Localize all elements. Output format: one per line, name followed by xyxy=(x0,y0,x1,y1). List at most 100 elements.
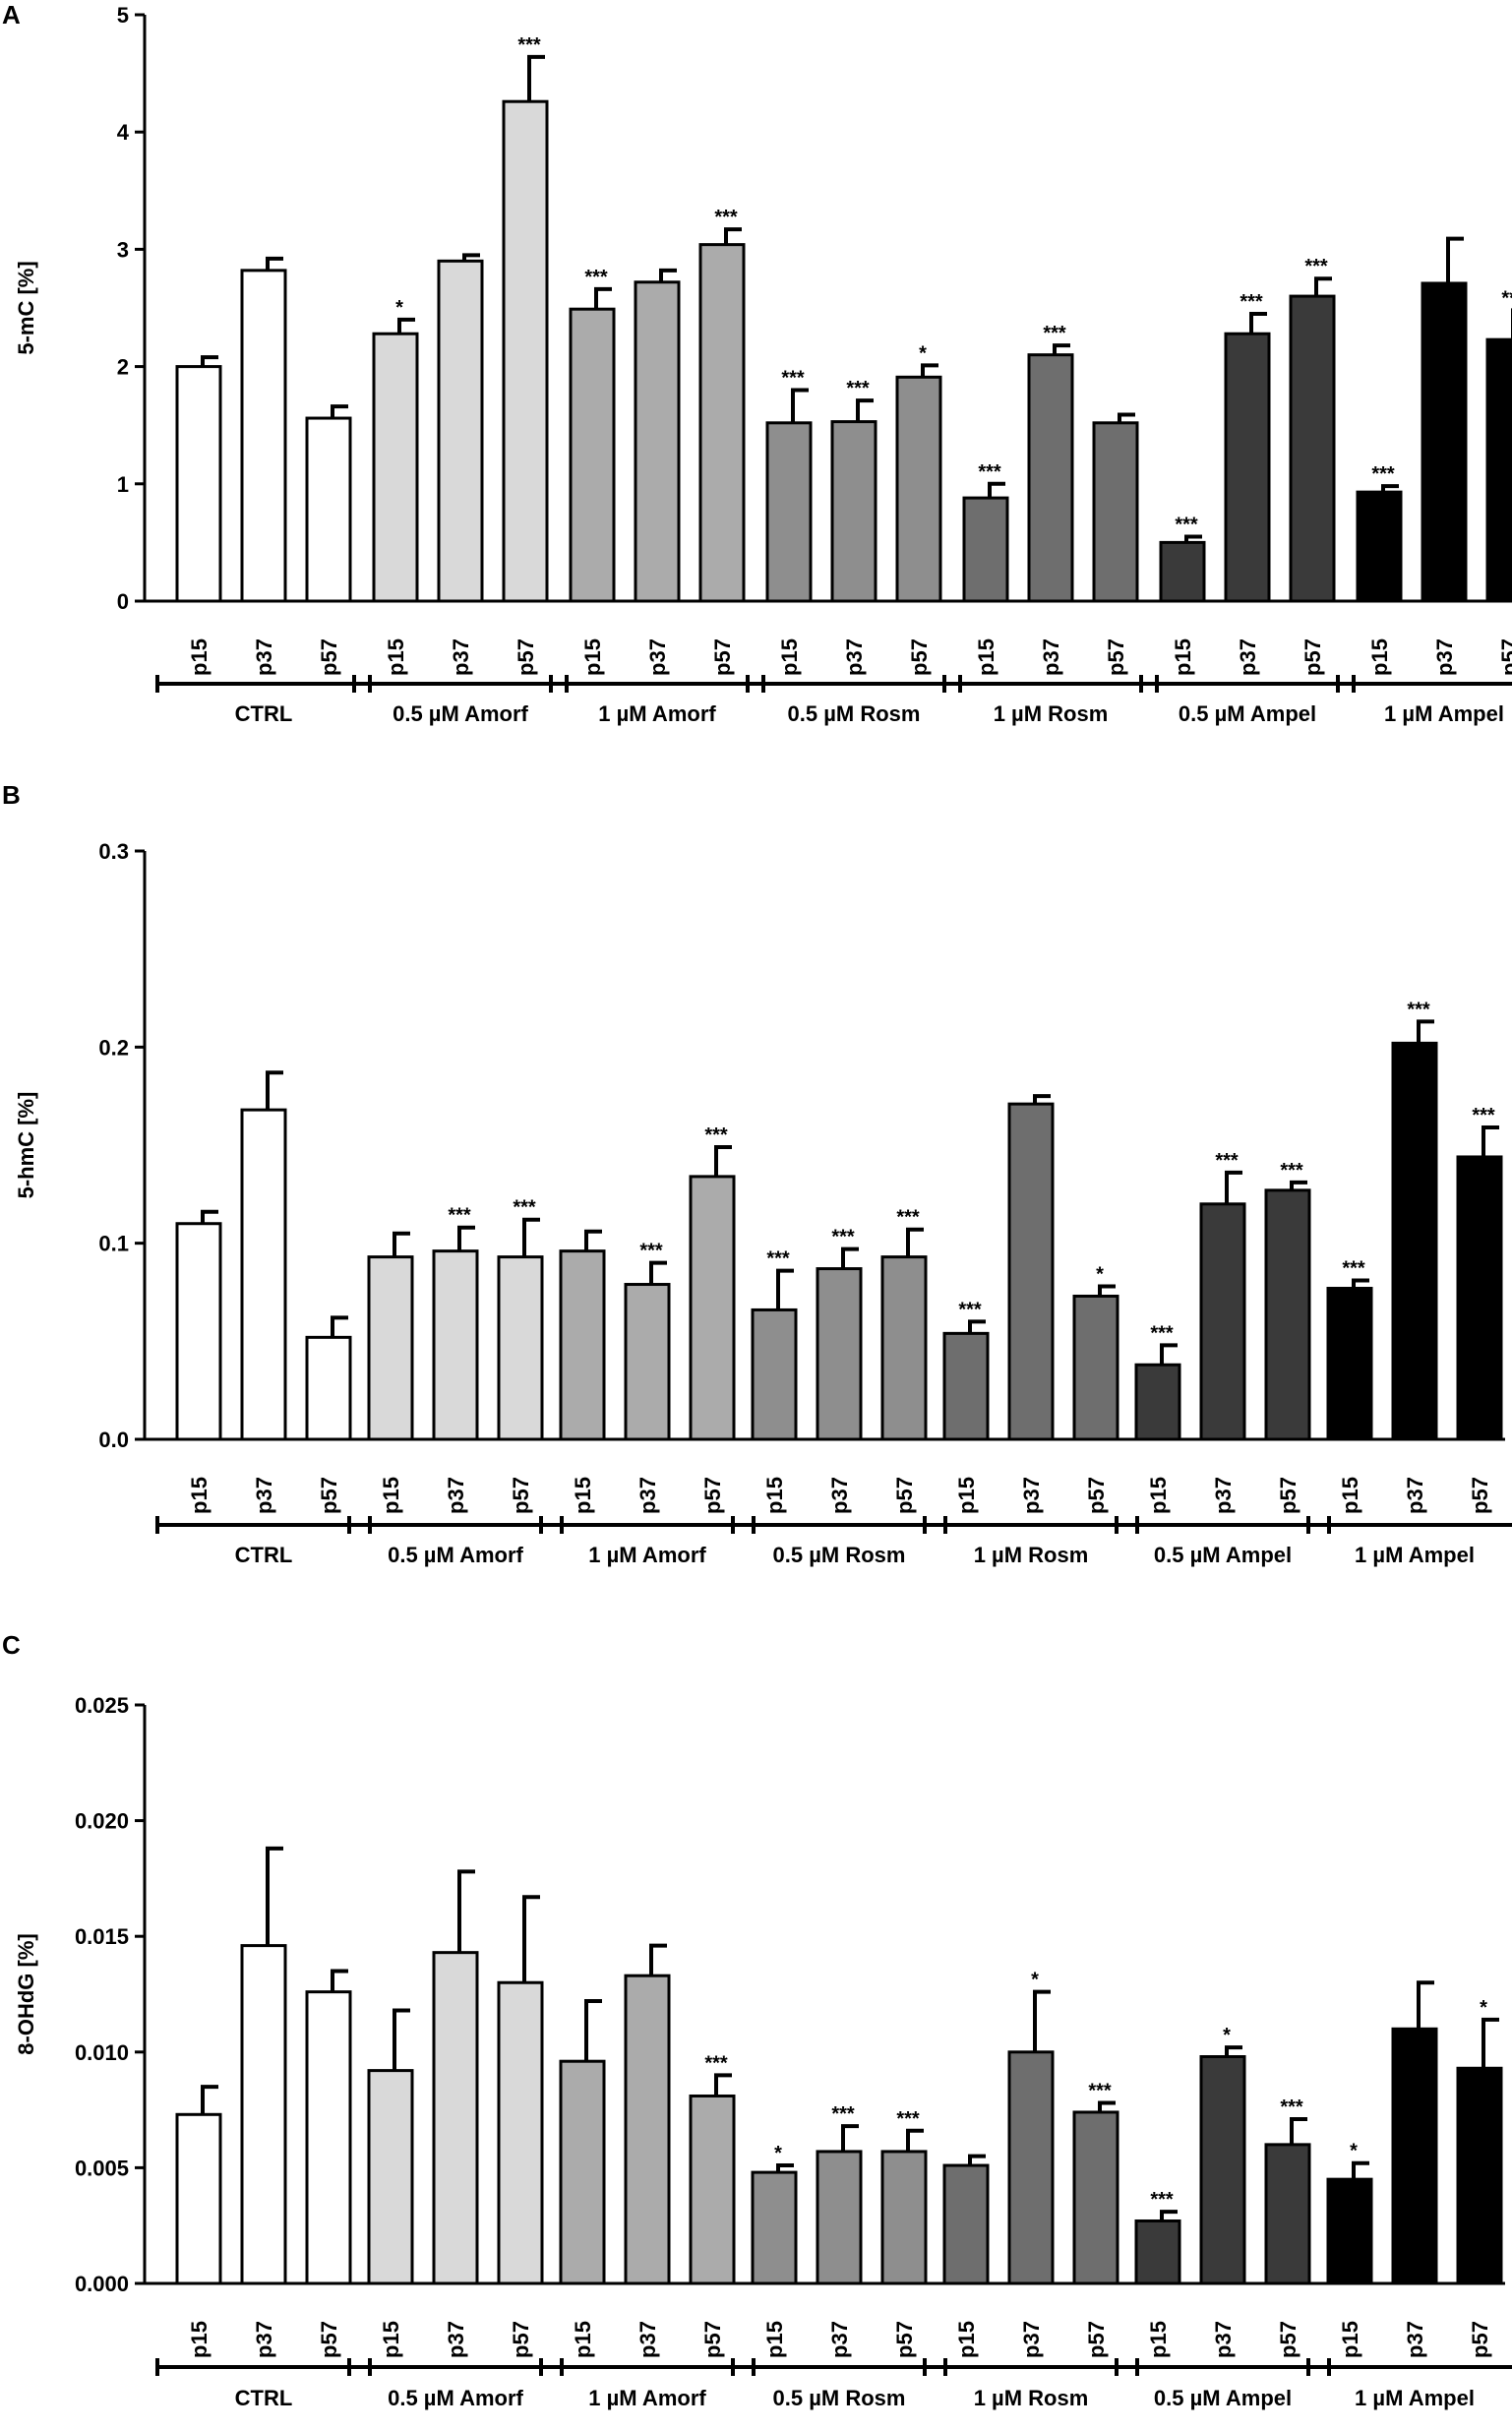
bar-1-um-rosm-p37 xyxy=(1027,353,1074,603)
x-tick-label: p57 xyxy=(1276,2321,1300,2358)
group-label-1-um-rosm: 1 µM Rosm xyxy=(994,701,1109,726)
x-tick-label: p37 xyxy=(444,2321,468,2358)
significance-label: *** xyxy=(704,2052,728,2074)
bar-1-um-ampel-p57 xyxy=(1456,1155,1503,1441)
y-tick-label: 2 xyxy=(117,355,129,380)
bar-1-um-amorf-p37 xyxy=(624,1974,671,2285)
bar-ctrl-p37 xyxy=(240,1944,287,2285)
y-axis-label: 5-hmC [%] xyxy=(14,1092,38,1199)
significance-label: *** xyxy=(766,1248,790,1270)
significance-label: *** xyxy=(704,1124,728,1146)
x-tick-label: p15 xyxy=(580,638,605,676)
significance-label: * xyxy=(1096,1264,1104,1286)
x-tick-label: p37 xyxy=(1403,1477,1427,1514)
y-tick-label: 5 xyxy=(117,3,129,28)
bar-ctrl-p15 xyxy=(175,2112,222,2285)
bar-1-um-amorf-p37 xyxy=(624,1283,671,1441)
x-tick-label: p57 xyxy=(1084,1477,1109,1514)
bar-ctrl-p15 xyxy=(175,365,222,603)
x-tick-label: p37 xyxy=(827,1477,852,1514)
x-tick-label: p37 xyxy=(1211,2321,1236,2358)
bar-05-um-amorf-p57 xyxy=(497,1255,544,1441)
bar-05-um-rosm-p57 xyxy=(880,2150,928,2285)
bar-1-um-rosm-p37 xyxy=(1007,2050,1055,2285)
group-label-1-um-ampel: 1 µM Ampel xyxy=(1355,1543,1475,1567)
x-tick-label: p37 xyxy=(449,638,473,676)
x-tick-label: p15 xyxy=(571,1477,595,1514)
group-label-1-um-amorf: 1 µM Amorf xyxy=(588,1543,706,1567)
significance-label: *** xyxy=(896,1207,920,1229)
significance-label: *** xyxy=(714,207,738,228)
x-tick-label: p57 xyxy=(317,2321,341,2358)
bar-ctrl-p15 xyxy=(175,1222,222,1441)
significance-label: *** xyxy=(831,2103,855,2125)
bar-05-um-ampel-p37 xyxy=(1199,2055,1246,2285)
significance-label: * xyxy=(919,342,927,364)
significance-label: *** xyxy=(1043,323,1066,344)
bar-05-um-ampel-p15 xyxy=(1159,540,1206,603)
significance-label: *** xyxy=(1240,291,1263,313)
group-label-ctrl: CTRL xyxy=(235,701,293,726)
bar-1-um-amorf-p15 xyxy=(559,1249,606,1441)
bar-1-um-amorf-p15 xyxy=(559,2059,606,2285)
y-axis-label: 8-OHdG [%] xyxy=(14,1933,38,2054)
x-tick-label: p57 xyxy=(1468,2321,1492,2358)
x-tick-label: p15 xyxy=(777,638,802,676)
bar-1-um-rosm-p57 xyxy=(1092,421,1139,603)
significance-label: *** xyxy=(1501,287,1512,309)
x-tick-label: p15 xyxy=(1338,2321,1362,2358)
group-label-05-um-ampel: 0.5 µM Ampel xyxy=(1154,1543,1292,1567)
bar-1-um-ampel-p57 xyxy=(1485,337,1512,603)
significance-label: *** xyxy=(1088,2081,1112,2102)
bar-05-um-amorf-p37 xyxy=(432,1951,479,2285)
significance-label: *** xyxy=(958,1299,982,1320)
panel-letter: A xyxy=(2,0,21,30)
bar-05-um-rosm-p15 xyxy=(765,421,813,603)
group-label-ctrl: CTRL xyxy=(235,2386,293,2410)
significance-label: *** xyxy=(639,1241,663,1262)
x-tick-label: p37 xyxy=(1432,638,1457,676)
x-tick-label: p15 xyxy=(187,638,212,676)
panel-c: C 8-OHdG [%] 0.000 0.005 0.010 0.015 0.020 0.02… xyxy=(2,1630,1512,2410)
x-tick-label: p57 xyxy=(1084,2321,1109,2358)
bar-1-um-amorf-p57 xyxy=(689,1175,736,1441)
bar-1-um-ampel-p37 xyxy=(1391,2027,1438,2285)
group-label-1-um-rosm: 1 µM Rosm xyxy=(974,2386,1089,2410)
x-tick-label: p37 xyxy=(1403,2321,1427,2358)
x-tick-label: p37 xyxy=(645,638,670,676)
y-tick-label: 0.020 xyxy=(75,1809,129,1834)
group-label-05-um-ampel: 0.5 µM Ampel xyxy=(1179,701,1316,726)
bar-05-um-rosm-p37 xyxy=(816,1267,863,1441)
group-label-1-um-ampel: 1 µM Ampel xyxy=(1384,701,1504,726)
group-label-1-um-rosm: 1 µM Rosm xyxy=(974,1543,1089,1567)
bar-1-um-amorf-p57 xyxy=(698,243,746,603)
x-tick-label: p37 xyxy=(444,1477,468,1514)
bar-1-um-rosm-p37 xyxy=(1007,1102,1055,1441)
x-tick-label: p15 xyxy=(379,2321,403,2358)
x-tick-label: p15 xyxy=(384,638,408,676)
y-tick-label: 0.0 xyxy=(98,1428,129,1452)
x-tick-label: p57 xyxy=(1497,638,1512,676)
y-tick-label: 4 xyxy=(117,120,130,145)
group-label-1-um-amorf: 1 µM Amorf xyxy=(588,2386,706,2410)
x-tick-label: p15 xyxy=(1146,1477,1171,1514)
x-tick-label: p15 xyxy=(1338,1477,1362,1514)
significance-label: *** xyxy=(1280,2097,1303,2118)
bar-1-um-rosm-p57 xyxy=(1072,2110,1119,2285)
bar-05-um-ampel-p57 xyxy=(1289,294,1336,603)
x-tick-label: p37 xyxy=(827,2321,852,2358)
bar-05-um-ampel-p37 xyxy=(1199,1202,1246,1441)
x-tick-label: p57 xyxy=(1104,638,1128,676)
y-tick-label: 0.3 xyxy=(98,839,129,864)
bar-ctrl-p57 xyxy=(305,1335,352,1441)
x-tick-label: p37 xyxy=(1039,638,1063,676)
x-tick-label: p15 xyxy=(187,1477,212,1514)
x-tick-label: p15 xyxy=(571,2321,595,2358)
bar-05-um-ampel-p57 xyxy=(1264,2143,1311,2285)
x-tick-label: p57 xyxy=(892,2321,917,2358)
significance-label: *** xyxy=(1175,514,1198,535)
panel-letter: B xyxy=(2,780,21,810)
group-label-1-um-amorf: 1 µM Amorf xyxy=(598,701,716,726)
x-tick-label: p37 xyxy=(842,638,867,676)
x-tick-label: p37 xyxy=(252,1477,276,1514)
